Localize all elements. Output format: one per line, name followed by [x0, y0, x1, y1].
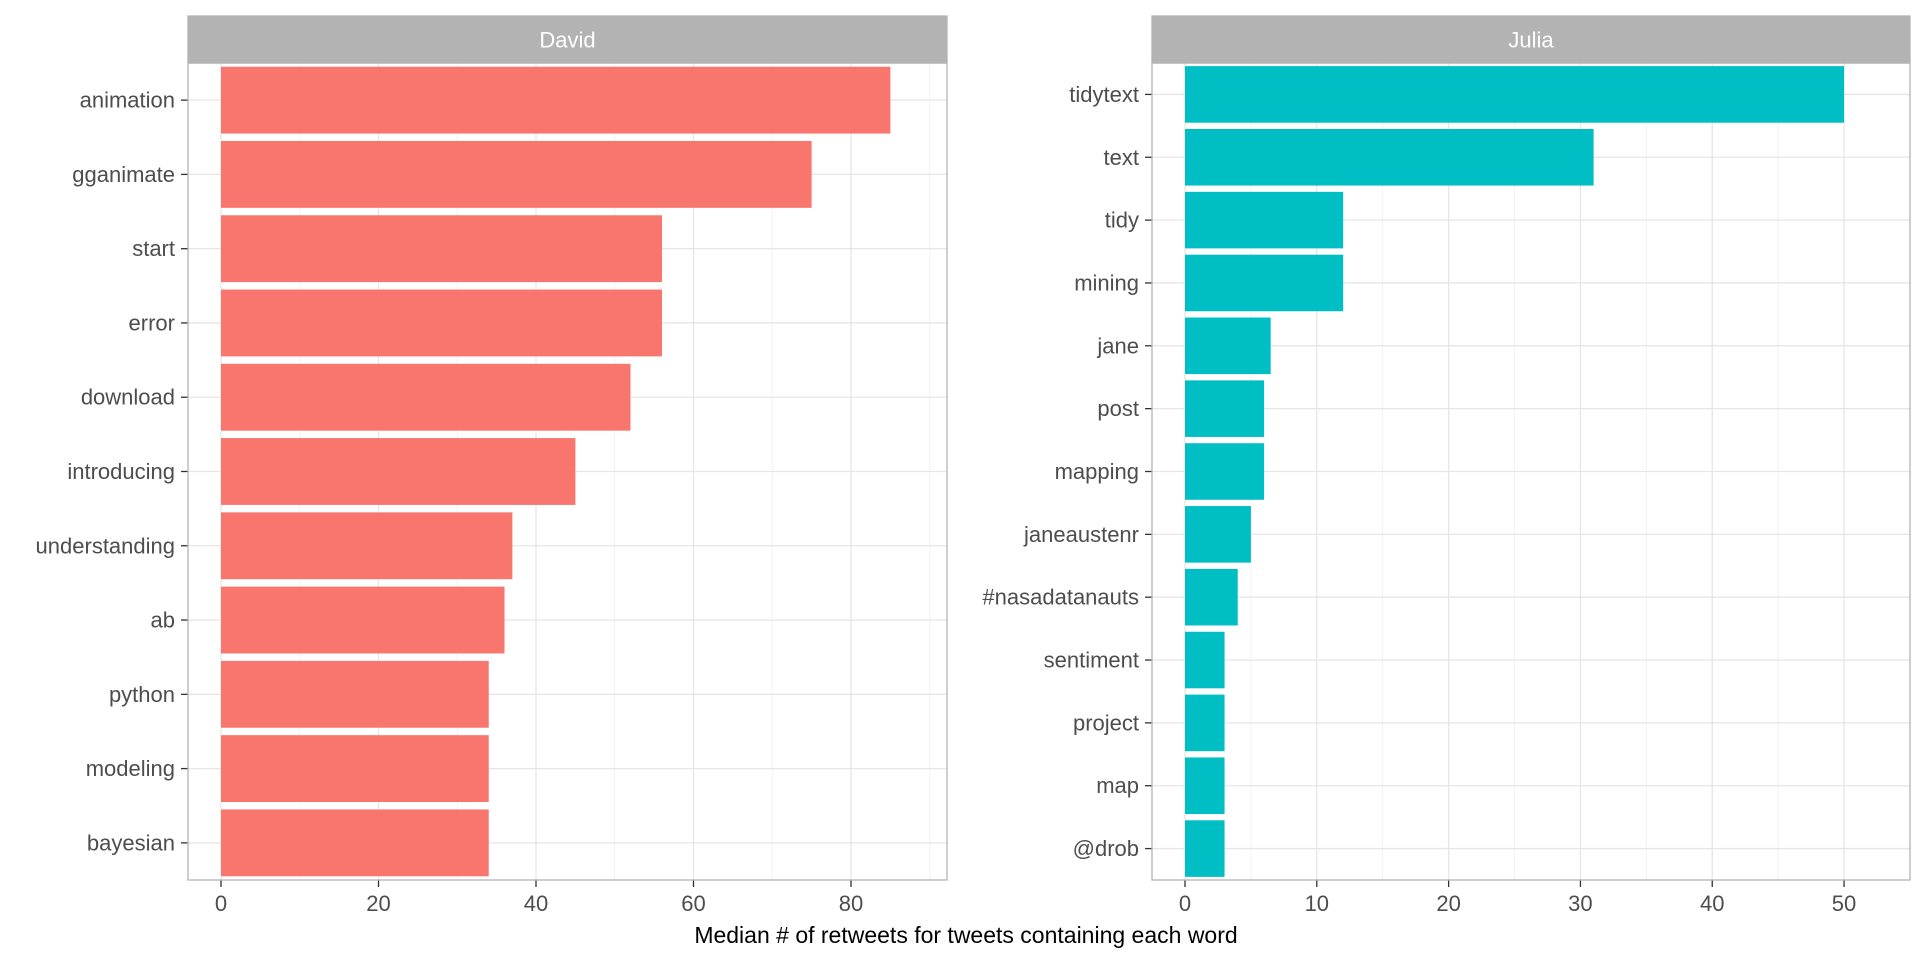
- bar-nasadatanauts: [1185, 568, 1238, 626]
- bar-modeling: [221, 735, 489, 803]
- bar-mapping: [1185, 443, 1265, 500]
- y-tick-label-text: text: [1104, 145, 1139, 170]
- facet-strip-label: David: [539, 28, 595, 53]
- bar-mining: [1185, 254, 1344, 312]
- y-tick-label-gganimate: gganimate: [72, 162, 175, 187]
- x-axis-title: Median # of retweets for tweets containi…: [694, 922, 1237, 948]
- bar-animation: [221, 66, 891, 134]
- bar-bayesian: [221, 809, 489, 877]
- facet-strip: [187, 15, 948, 64]
- facet-strip-label: Julia: [1508, 28, 1554, 53]
- bar-post: [1185, 380, 1265, 437]
- y-tick-label-janeaustenr: janeaustenr: [1023, 522, 1139, 547]
- facet-strip: [1151, 15, 1911, 64]
- bar-start: [221, 215, 662, 283]
- y-tick-label-project: project: [1073, 710, 1139, 735]
- x-tick-label: 30: [1568, 891, 1592, 916]
- y-tick-label-tidy: tidy: [1105, 208, 1139, 233]
- x-tick-label: 40: [1700, 891, 1724, 916]
- bar-project: [1185, 694, 1225, 752]
- bar-janeaustenr: [1185, 506, 1251, 563]
- y-tick-label-start: start: [132, 236, 175, 261]
- panel-david: animation gganimate start error download intr…: [36, 15, 948, 916]
- panel-julia: tidytext text tidy mining jane post mapping jan…: [982, 15, 1911, 916]
- y-tick-label-understanding: understanding: [36, 533, 175, 558]
- bar-ab: [221, 586, 505, 654]
- x-tick-label: 50: [1832, 891, 1856, 916]
- y-tick-label-tidytext: tidytext: [1069, 82, 1139, 107]
- x-tick-label: 20: [1436, 891, 1460, 916]
- y-tick-label-post: post: [1097, 396, 1139, 421]
- y-tick-label-python: python: [109, 682, 175, 707]
- y-tick-label-jane: jane: [1096, 333, 1139, 358]
- x-tick-label: 0: [215, 891, 227, 916]
- x-tick-label: 80: [839, 891, 863, 916]
- bar-error: [221, 289, 662, 357]
- x-tick-label: 0: [1179, 891, 1191, 916]
- y-tick-label-ab: ab: [151, 608, 175, 633]
- y-tick-label-bayesian: bayesian: [87, 830, 175, 855]
- y-tick-label-modeling: modeling: [86, 756, 175, 781]
- y-tick-label-introducing: introducing: [67, 459, 175, 484]
- bar-tidy: [1185, 191, 1344, 249]
- x-tick-label: 40: [524, 891, 548, 916]
- bar-jane: [1185, 317, 1271, 375]
- y-tick-label-mining: mining: [1074, 270, 1139, 295]
- bar-tidytext: [1185, 66, 1845, 123]
- bar-download: [221, 363, 631, 431]
- bar-drob: [1185, 820, 1225, 877]
- bar-python: [221, 660, 489, 728]
- y-tick-label-map: map: [1096, 773, 1139, 798]
- y-tick-label-mapping: mapping: [1055, 459, 1139, 484]
- y-tick-label-error: error: [129, 310, 175, 335]
- y-tick-label-animation: animation: [80, 88, 175, 113]
- y-tick-label-sentiment: sentiment: [1044, 648, 1139, 673]
- y-tick-label-drob: @drob: [1073, 836, 1139, 861]
- y-tick-label-nasadatanauts: #nasadatanauts: [982, 585, 1139, 610]
- bar-text: [1185, 128, 1594, 186]
- bar-sentiment: [1185, 631, 1225, 689]
- bar-understanding: [221, 512, 513, 580]
- x-tick-label: 10: [1305, 891, 1329, 916]
- bar-gganimate: [221, 140, 812, 208]
- x-tick-label: 60: [681, 891, 705, 916]
- bar-map: [1185, 757, 1225, 815]
- y-tick-label-download: download: [81, 385, 175, 410]
- x-tick-label: 20: [366, 891, 390, 916]
- bar-introducing: [221, 438, 576, 505]
